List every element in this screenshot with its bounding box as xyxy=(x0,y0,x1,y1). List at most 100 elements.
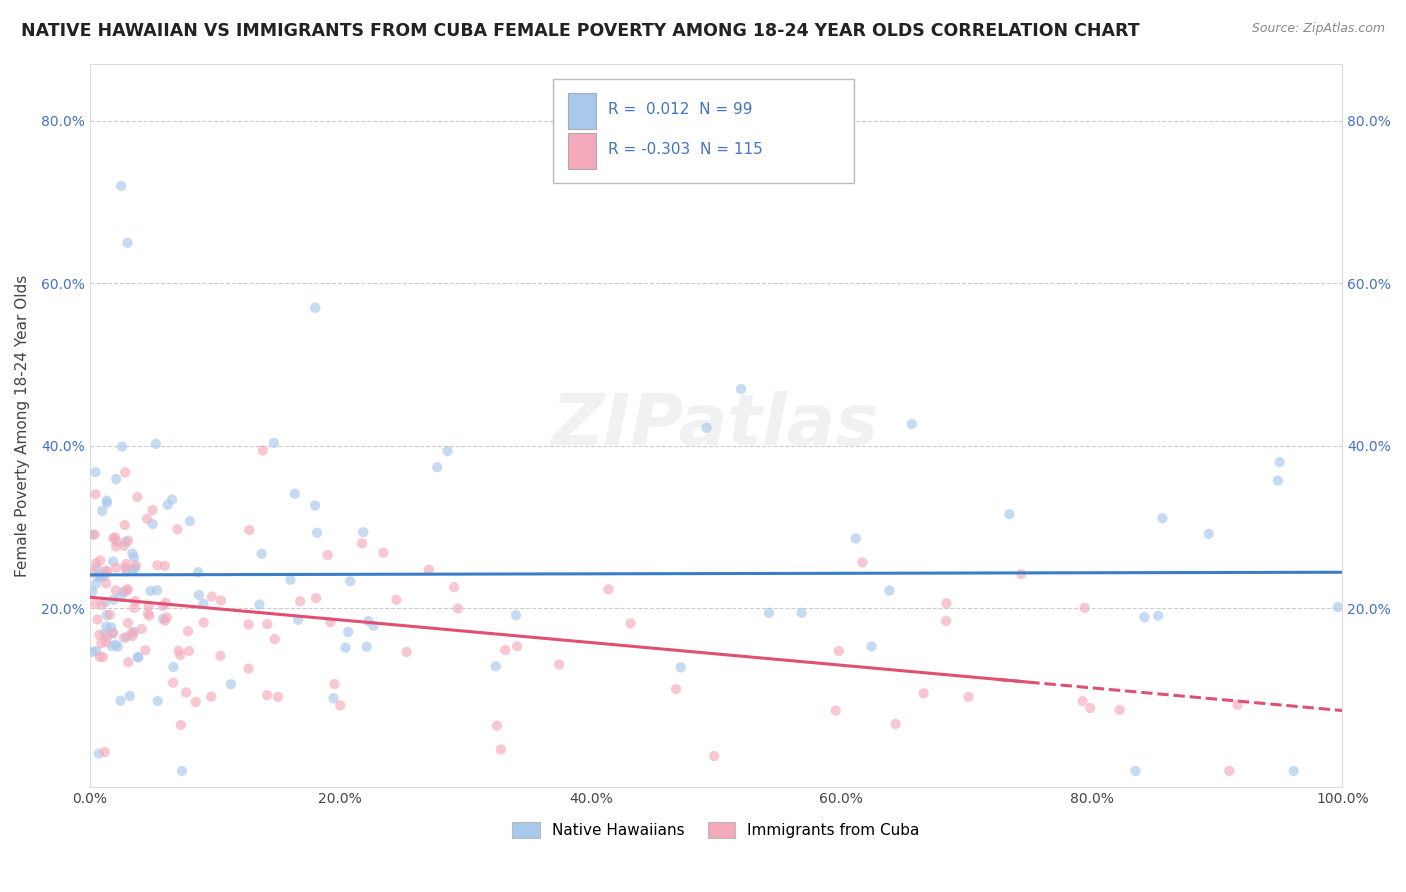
Point xyxy=(505,608,527,623)
Point xyxy=(329,698,352,713)
Point xyxy=(170,764,193,778)
Point xyxy=(104,530,127,544)
Point xyxy=(90,598,112,612)
Point xyxy=(153,558,176,573)
Point xyxy=(187,588,209,602)
Point xyxy=(280,573,302,587)
Point xyxy=(1267,474,1289,488)
Point xyxy=(84,465,107,479)
Point xyxy=(187,565,209,579)
Point xyxy=(350,536,373,550)
Point xyxy=(83,527,105,541)
Point xyxy=(1071,694,1094,708)
Point xyxy=(209,648,232,663)
Point xyxy=(356,640,378,654)
Point xyxy=(87,747,110,761)
Point xyxy=(86,644,108,658)
Point xyxy=(758,606,780,620)
Point xyxy=(156,610,179,624)
Point xyxy=(418,563,440,577)
Point xyxy=(121,629,143,643)
Point xyxy=(485,659,508,673)
Point xyxy=(122,550,145,565)
Point xyxy=(1218,764,1240,778)
Point xyxy=(201,590,224,604)
Point xyxy=(395,645,418,659)
Point xyxy=(1268,455,1291,469)
Point xyxy=(98,607,121,622)
Point xyxy=(263,435,285,450)
Point xyxy=(153,614,176,628)
Point xyxy=(96,565,118,579)
Point xyxy=(494,643,516,657)
Point xyxy=(935,614,957,628)
Point xyxy=(131,622,153,636)
Point xyxy=(127,490,149,504)
Point xyxy=(82,527,104,541)
Point xyxy=(101,555,124,569)
Point xyxy=(322,691,344,706)
Point xyxy=(84,487,107,501)
Point xyxy=(110,178,132,193)
Point xyxy=(84,597,107,611)
Point xyxy=(339,574,361,589)
Point xyxy=(114,466,136,480)
Point xyxy=(177,644,200,658)
Point xyxy=(287,613,309,627)
Point xyxy=(127,650,149,665)
Point xyxy=(238,617,260,632)
Point xyxy=(127,650,149,665)
Point xyxy=(91,504,114,518)
Point xyxy=(96,496,118,510)
Point xyxy=(167,644,190,658)
Point xyxy=(138,599,160,614)
Point xyxy=(117,533,139,548)
Point xyxy=(142,517,165,532)
Point xyxy=(89,628,111,642)
Point xyxy=(1327,600,1350,615)
Point xyxy=(91,650,114,665)
Point xyxy=(118,689,141,703)
Point xyxy=(117,582,139,596)
Point xyxy=(247,598,270,612)
Point xyxy=(1073,601,1095,615)
Point xyxy=(96,576,118,591)
Point xyxy=(146,583,169,598)
Point xyxy=(884,717,907,731)
Point xyxy=(110,694,132,708)
Point xyxy=(851,555,873,569)
Point xyxy=(219,677,242,691)
Point xyxy=(166,522,188,536)
Point xyxy=(121,625,143,640)
Point xyxy=(146,694,169,708)
Point xyxy=(598,582,620,597)
Point xyxy=(238,523,260,537)
Point xyxy=(443,580,465,594)
Point xyxy=(94,595,117,609)
Point xyxy=(84,557,107,571)
Point xyxy=(89,567,111,582)
Point xyxy=(316,548,339,562)
Point xyxy=(86,561,108,575)
Point xyxy=(115,630,138,644)
Point xyxy=(200,690,222,704)
Point xyxy=(305,591,328,605)
Point xyxy=(84,577,107,591)
Point xyxy=(124,561,146,575)
Point xyxy=(436,444,458,458)
Point xyxy=(112,631,135,645)
Point xyxy=(101,639,124,653)
Legend: Native Hawaiians, Immigrants from Cuba: Native Hawaiians, Immigrants from Cuba xyxy=(506,815,925,845)
Point xyxy=(730,382,752,396)
Point xyxy=(96,493,118,508)
Point xyxy=(337,624,360,639)
Point xyxy=(96,608,118,623)
Point xyxy=(141,503,163,517)
Point xyxy=(146,558,169,573)
Point xyxy=(96,630,118,644)
Point xyxy=(828,644,851,658)
Point xyxy=(1133,610,1156,624)
Point xyxy=(114,518,136,533)
Point xyxy=(121,547,143,561)
Point xyxy=(82,584,104,599)
